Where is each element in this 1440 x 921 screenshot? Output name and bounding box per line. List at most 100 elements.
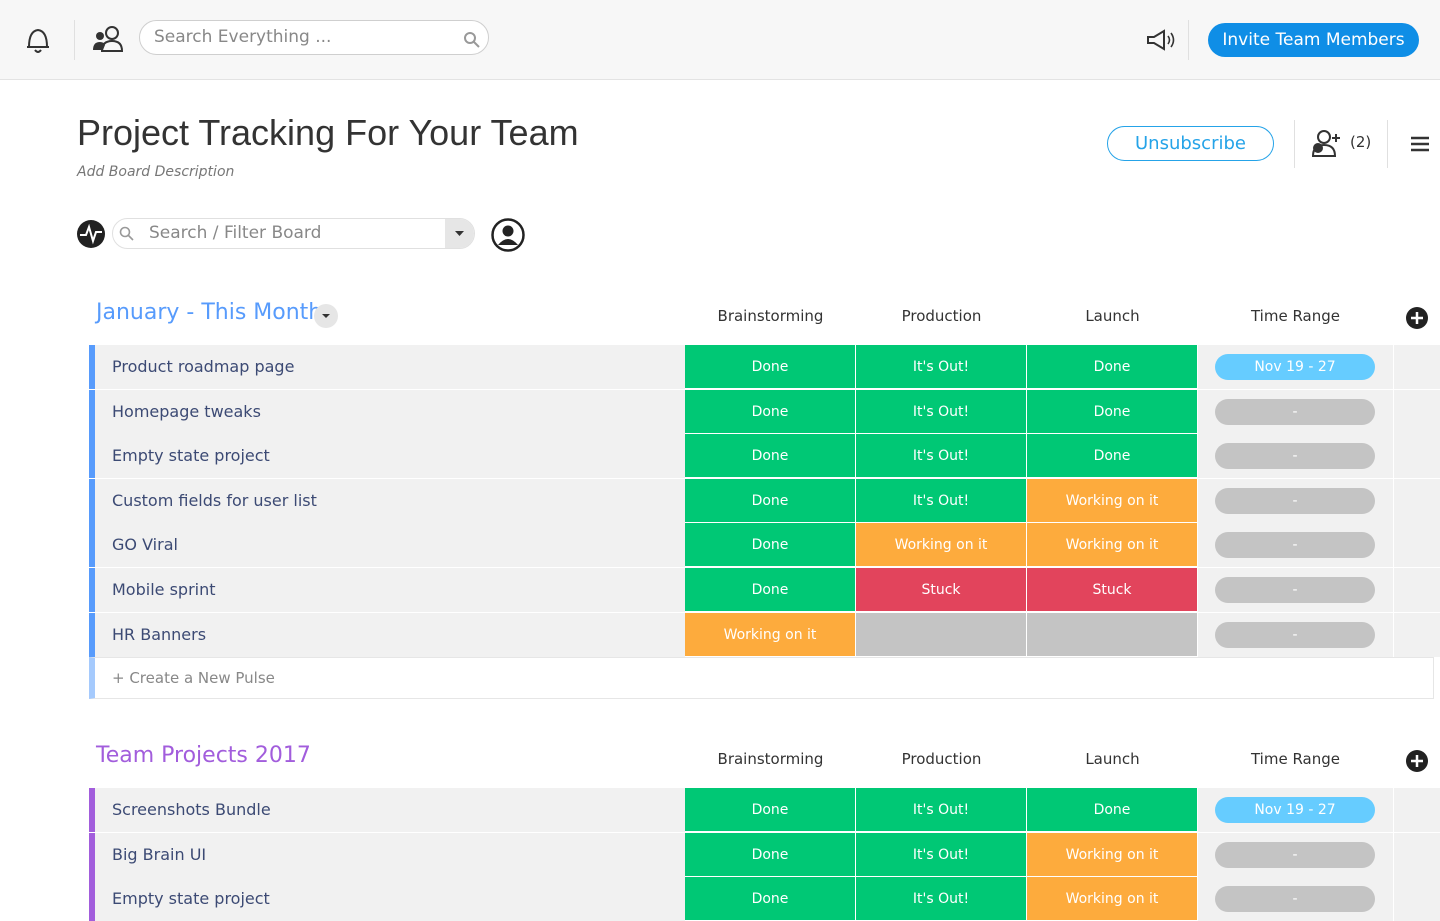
status-cell[interactable]: Done (685, 478, 856, 523)
board-description[interactable]: Add Board Description (77, 164, 235, 180)
status-cell[interactable]: It's Out! (856, 345, 1027, 389)
search-everything[interactable]: Search Everything ... (139, 20, 489, 55)
status-cell[interactable]: It's Out! (856, 389, 1027, 434)
page: Board { "topbar": {"search_placeholder":… (0, 20, 1440, 921)
row-end (1394, 345, 1440, 389)
column-header[interactable]: Launch (1085, 750, 1140, 768)
status-cell[interactable]: Done (685, 877, 856, 921)
status-cell[interactable]: Done (1027, 434, 1198, 479)
search-placeholder: Search Everything ... (154, 27, 332, 47)
column-header[interactable]: Time Range (1250, 307, 1341, 325)
pulse-name[interactable]: GO Viral (89, 523, 685, 568)
separator (1294, 120, 1295, 168)
column-header[interactable]: Production (901, 307, 982, 325)
row-end (1394, 877, 1440, 921)
search-icon (464, 32, 480, 48)
group-title[interactable]: Team Projects 2017 (96, 743, 311, 768)
pulse-name[interactable]: Product roadmap page (89, 345, 685, 389)
column-header[interactable]: Time Range (1250, 750, 1341, 768)
row-end (1394, 612, 1440, 657)
status-cell[interactable]: It's Out! (856, 832, 1027, 877)
board-title: Project Tracking For Your Team (77, 112, 579, 153)
pulse-name[interactable]: Empty state project (89, 434, 685, 479)
pulse-name[interactable]: Homepage tweaks (89, 389, 685, 434)
time-range[interactable]: Nov 19 - 27 (1215, 797, 1375, 823)
pulse-name[interactable]: Custom fields for user list (89, 478, 685, 523)
status-cell[interactable]: Done (685, 434, 856, 479)
status-cell[interactable]: It's Out! (856, 434, 1027, 479)
time-range[interactable]: - (1215, 621, 1375, 648)
row-end (1394, 523, 1440, 568)
status-cell[interactable]: Done (685, 788, 856, 832)
add-column[interactable] (1405, 749, 1429, 773)
dropdown-arrow (455, 231, 464, 236)
group-menu[interactable] (314, 304, 338, 328)
row-end (1394, 788, 1440, 832)
members-icon[interactable] (1310, 128, 1346, 160)
time-range[interactable]: - (1215, 841, 1375, 868)
status-cell[interactable]: Working on it (1027, 832, 1198, 877)
row-end (1394, 389, 1440, 434)
pulse-name[interactable]: Big Brain UI (89, 832, 685, 877)
filter-search-icon (119, 226, 134, 241)
activity-icon[interactable] (76, 219, 106, 249)
status-cell[interactable]: Working on it (685, 612, 856, 657)
status-cell[interactable]: Working on it (1027, 877, 1198, 921)
menu-icon[interactable] (1410, 135, 1430, 153)
status-cell[interactable]: Stuck (1027, 568, 1198, 612)
status-cell[interactable]: It's Out! (856, 877, 1027, 921)
status-cell[interactable]: Stuck (856, 568, 1027, 612)
announcements-icon[interactable] (1145, 28, 1177, 54)
filter-dropdown[interactable] (445, 219, 474, 248)
status-cell[interactable]: It's Out! (856, 788, 1027, 832)
column-header[interactable]: Launch (1085, 307, 1140, 325)
status-cell[interactable]: Done (685, 523, 856, 568)
person-filter-icon[interactable] (490, 217, 526, 253)
dropdown-arrow (322, 314, 330, 318)
members-count[interactable]: (2) (1350, 133, 1372, 151)
column-header[interactable]: Brainstorming (717, 750, 824, 768)
pulse-name[interactable]: Screenshots Bundle (89, 788, 685, 832)
create-pulse[interactable]: + Create a New Pulse (89, 657, 1434, 700)
separator (1387, 120, 1388, 168)
unsubscribe-button[interactable]: Unsubscribe (1107, 126, 1274, 161)
status-cell[interactable]: Done (685, 345, 856, 389)
status-cell[interactable]: Done (685, 568, 856, 612)
time-range[interactable]: - (1215, 487, 1375, 514)
row-end (1394, 434, 1440, 479)
status-cell[interactable]: Done (1027, 389, 1198, 434)
plus-icon (1406, 750, 1428, 772)
add-column[interactable] (1405, 306, 1429, 330)
status-cell[interactable]: Working on it (1027, 523, 1198, 568)
status-cell[interactable]: Done (1027, 345, 1198, 389)
separator (74, 20, 75, 60)
plus-icon (1406, 307, 1428, 329)
app: Search Everything ... Invite Team Member… (0, 20, 1440, 921)
notifications-icon[interactable] (24, 25, 52, 55)
status-cell[interactable] (856, 612, 1027, 657)
status-cell[interactable] (1027, 612, 1198, 657)
status-cell[interactable]: Done (1027, 788, 1198, 832)
pulse-name[interactable]: Empty state project (89, 877, 685, 921)
time-range[interactable]: - (1215, 532, 1375, 559)
pulse-name[interactable]: HR Banners (89, 612, 685, 657)
status-cell[interactable]: Working on it (1027, 478, 1198, 523)
separator (1188, 20, 1189, 60)
group-title[interactable]: January - This Month (96, 300, 323, 325)
invite-button[interactable]: Invite Team Members (1208, 23, 1419, 57)
status-cell[interactable]: Done (685, 389, 856, 434)
time-range[interactable]: - (1215, 443, 1375, 470)
time-range[interactable]: - (1215, 577, 1375, 603)
status-cell[interactable]: It's Out! (856, 478, 1027, 523)
time-range[interactable]: - (1215, 398, 1375, 425)
time-range[interactable]: - (1215, 886, 1375, 913)
pulse-name[interactable]: Mobile sprint (89, 568, 685, 612)
status-cell[interactable]: Working on it (856, 523, 1027, 568)
status-cell[interactable]: Done (685, 832, 856, 877)
time-range[interactable]: Nov 19 - 27 (1215, 354, 1375, 380)
row-end (1394, 478, 1440, 523)
column-header[interactable]: Brainstorming (717, 307, 824, 325)
filter-board[interactable]: Search / Filter Board (112, 218, 475, 249)
column-header[interactable]: Production (901, 750, 982, 768)
people-icon[interactable] (92, 24, 124, 54)
